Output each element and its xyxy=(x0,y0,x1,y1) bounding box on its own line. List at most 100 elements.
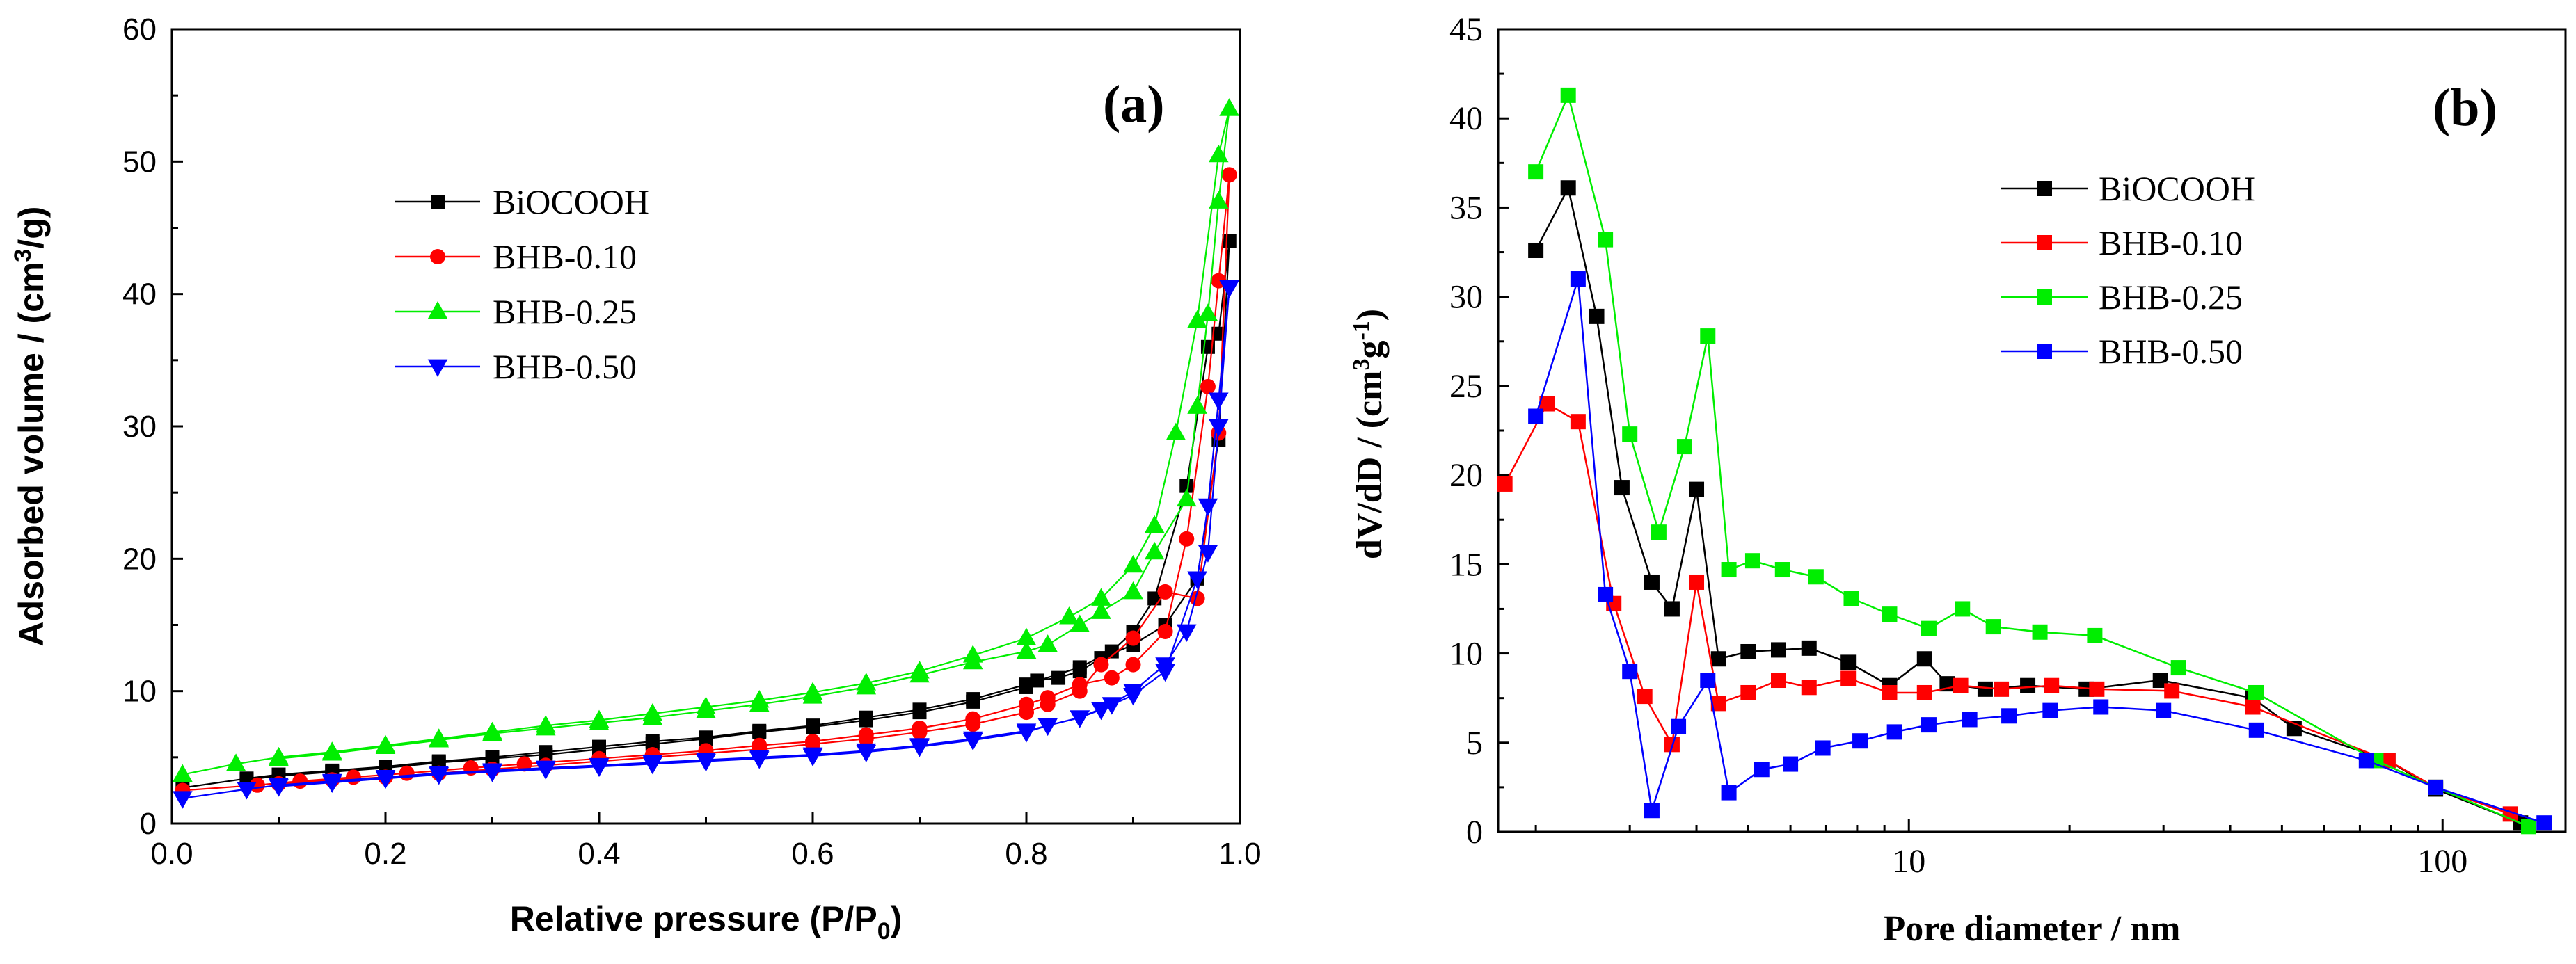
y-tick-label: 15 xyxy=(1449,546,1483,583)
bhb-0-25-data-point xyxy=(2170,660,2186,676)
legend-marker xyxy=(430,249,445,264)
bhb-0-25-data-point xyxy=(1059,606,1079,625)
bhb-0-25-data-point xyxy=(2521,819,2537,835)
bhb-0-50-data-point xyxy=(2248,722,2264,738)
bhb-0-50-data-point xyxy=(2093,699,2109,715)
bhb-0-10-data-point xyxy=(912,724,928,740)
biocooh-desorption-line xyxy=(246,241,1230,781)
biocooh-data-point xyxy=(966,694,980,709)
bhb-0-25-data-point xyxy=(1091,601,1111,619)
bhb-0-10-data-point xyxy=(1882,684,1898,700)
biocooh-data-point xyxy=(1977,681,1993,697)
bhb-0-10-data-point xyxy=(2245,699,2261,715)
biocooh-data-point xyxy=(1916,651,1932,667)
x-tick-label: 1.0 xyxy=(1218,837,1261,871)
panel-a-x-axis-label: Relative pressure (P/P0) xyxy=(510,899,903,945)
legend-label: BHB-0.10 xyxy=(493,237,637,276)
y-tick-label: 25 xyxy=(1449,368,1483,405)
bhb-0-50-data-point xyxy=(1123,687,1143,706)
x-tick-label: 0.2 xyxy=(364,837,406,871)
x-tick-label: 100 xyxy=(2417,843,2467,880)
bhb-0-25-data-point xyxy=(909,664,930,683)
biocooh-data-point xyxy=(1840,654,1857,670)
biocooh-data-point xyxy=(1528,242,1544,258)
legend-marker xyxy=(427,301,448,319)
bhb-0-25-data-point xyxy=(1651,524,1667,540)
bhb-0-25-data-point xyxy=(1744,553,1760,569)
bhb-0-50-data-point xyxy=(589,759,610,778)
bhb-0-50-data-point xyxy=(696,754,716,772)
bhb-0-25-data-point xyxy=(1144,541,1165,560)
bhb-0-10-data-point xyxy=(1497,476,1513,492)
bhb-0-25-data-point xyxy=(375,736,396,755)
bhb-0-25-data-point xyxy=(749,693,770,712)
bhb-0-10-data-point xyxy=(1157,624,1173,640)
bhb-0-25-data-point xyxy=(429,730,450,748)
bhb-0-25-data-point xyxy=(225,753,246,771)
y-tick-label: 10 xyxy=(1449,636,1483,673)
bhb-0-10-data-point xyxy=(1157,584,1173,600)
bhb-0-25-data-point xyxy=(1070,614,1090,632)
bhb-0-25-data-point xyxy=(269,748,289,766)
legend-marker xyxy=(427,359,448,377)
bhb-0-50-data-point xyxy=(1037,718,1058,737)
bhb-0-25-data-point xyxy=(1144,515,1165,533)
bhb-0-50-data-point xyxy=(1962,712,1978,728)
y-tick-label: 60 xyxy=(122,13,157,47)
bhb-0-50-data-point xyxy=(1209,419,1229,437)
bhb-0-25-data-point xyxy=(1843,591,1859,606)
panel-b-series-group xyxy=(1497,87,2552,835)
bhb-0-50-data-point xyxy=(1815,740,1831,756)
bhb-0-10-data-point xyxy=(858,731,874,747)
y-tick-label: 30 xyxy=(122,410,157,444)
biocooh-data-point xyxy=(912,705,927,720)
legend-item: BHB-0.25 xyxy=(395,292,637,331)
bhb-0-50-data-point xyxy=(2428,779,2444,795)
bhb-0-50-data-point xyxy=(1016,725,1037,743)
legend-label: BHB-0.50 xyxy=(493,347,637,386)
bhb-0-50-data-point xyxy=(2042,702,2058,718)
bhb-0-25-data-point xyxy=(1016,641,1037,659)
legend-item: BHB-0.50 xyxy=(395,347,637,386)
legend-item: BHB-0.50 xyxy=(2001,332,2243,371)
bhb-0-25-data-point xyxy=(1774,562,1790,578)
legend-marker xyxy=(2037,235,2052,250)
bhb-0-25-data-point xyxy=(1921,620,1937,636)
bhb-0-50-data-point xyxy=(1754,762,1770,778)
bhb-0-50-data-point xyxy=(962,732,983,751)
bhb-0-10-data-point xyxy=(1104,670,1120,686)
panel-a-y-axis-label: Adsorbed volume / (cm3/g) xyxy=(10,207,51,647)
bhb-0-25-adsorption-line xyxy=(182,108,1230,776)
bhb-0-10-data-point xyxy=(1019,705,1034,721)
bhb-0-50-data-point xyxy=(1176,624,1197,642)
bhb-0-50-adsorption-line xyxy=(182,287,1230,799)
y-tick-label: 10 xyxy=(122,675,157,709)
bhb-0-25-data-point xyxy=(1700,328,1716,344)
bhb-0-25-data-point xyxy=(1219,98,1239,116)
bhb-0-50-data-point xyxy=(1209,392,1229,410)
bhb-0-10-data-point xyxy=(1179,531,1195,547)
bhb-0-25-data-point xyxy=(696,700,716,718)
y-tick-label: 40 xyxy=(122,278,157,312)
bhb-0-10-data-point xyxy=(1916,684,1932,700)
bhb-0-50-data-point xyxy=(2358,753,2374,769)
series-bhb-0-25 xyxy=(1528,87,2537,835)
bhb-0-10-data-point xyxy=(1189,591,1205,606)
biocooh-data-point xyxy=(1019,680,1033,694)
bhb-0-10-data-point xyxy=(1539,396,1555,412)
bhb-0-25-data-point xyxy=(173,764,193,782)
biocooh-data-point xyxy=(1771,642,1787,658)
bhb-0-50-data-point xyxy=(2156,702,2172,718)
panel-b-tag: (b) xyxy=(2433,79,2497,137)
legend-label: BHB-0.50 xyxy=(2099,332,2243,371)
bhb-0-50-data-point xyxy=(173,791,193,809)
bhb-0-25-data-point xyxy=(856,677,877,695)
bhb-0-10-data-point xyxy=(1125,630,1141,646)
y-tick-label: 0 xyxy=(140,807,157,841)
bhb-0-25-data-point xyxy=(962,651,983,670)
bhb-0-25-data-point xyxy=(1198,303,1218,321)
bhb-0-25-data-point xyxy=(535,718,556,736)
bhb-0-25-data-point xyxy=(1166,422,1186,440)
bhb-0-25-data-point xyxy=(321,743,342,761)
